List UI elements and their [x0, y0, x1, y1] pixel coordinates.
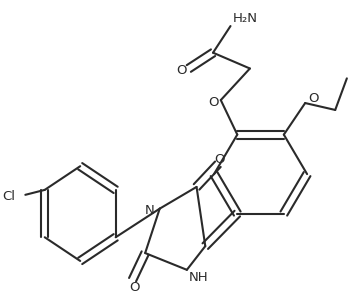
Text: O: O — [208, 96, 218, 109]
Text: O: O — [129, 281, 140, 294]
Text: NH: NH — [189, 271, 208, 284]
Text: O: O — [215, 153, 225, 166]
Text: O: O — [176, 64, 186, 77]
Text: H₂N: H₂N — [232, 12, 257, 25]
Text: Cl: Cl — [2, 190, 16, 203]
Text: N: N — [145, 204, 155, 217]
Text: O: O — [308, 91, 319, 105]
